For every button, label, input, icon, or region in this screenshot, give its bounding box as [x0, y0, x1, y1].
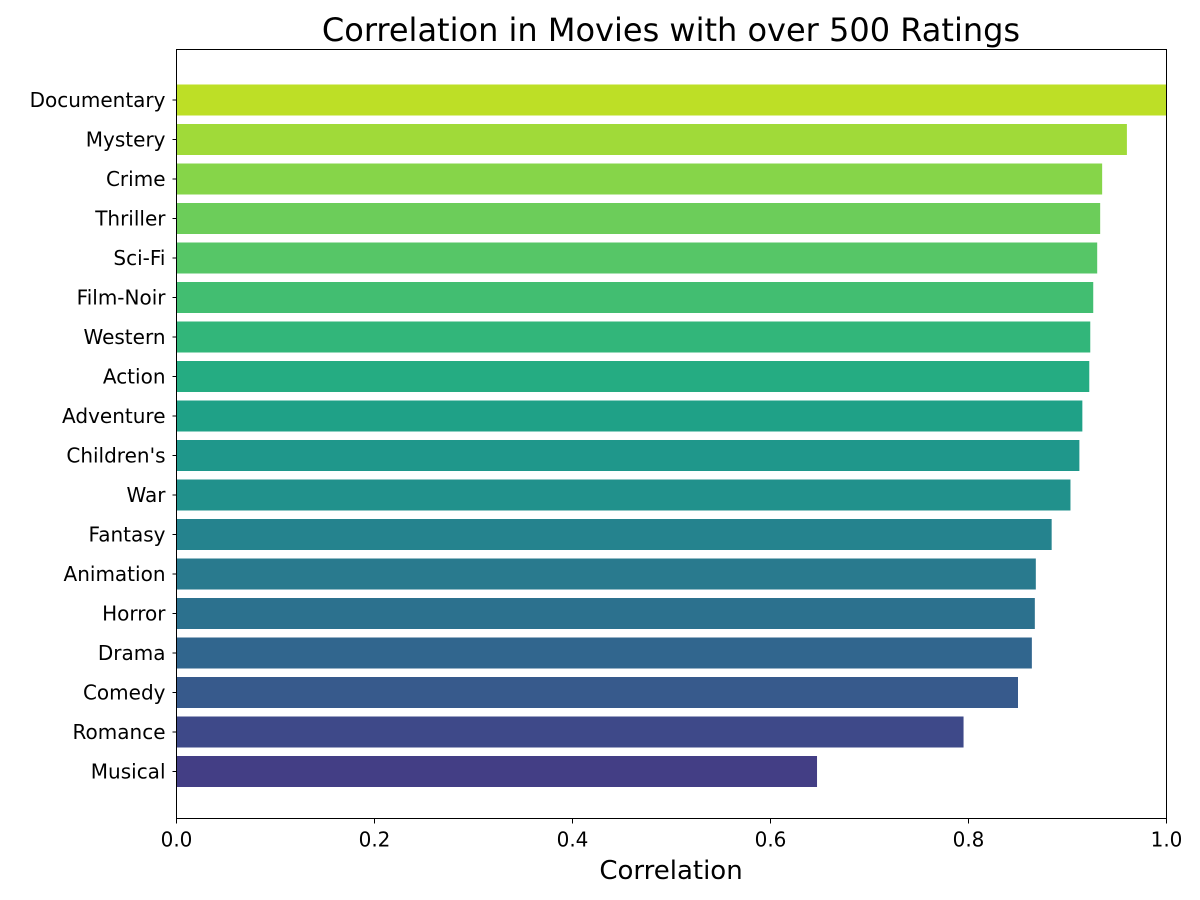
y-tick-layer: Documentary Mystery Crime Thriller Sci-Fi Fil… [30, 88, 177, 784]
bar-war [176, 479, 1071, 511]
x-tick-label: 1.0 [1151, 828, 1183, 852]
bar-comedy [176, 677, 1018, 708]
y-tick-label: Action [103, 365, 166, 389]
y-tick-label: Comedy [83, 681, 166, 705]
y-tick-label: Documentary [30, 88, 166, 112]
bar-horror [176, 598, 1035, 629]
y-tick-label: Film-Noir [77, 286, 167, 310]
bar-documentary [176, 84, 1167, 116]
y-tick-label: Animation [64, 562, 166, 586]
bar-musical [176, 756, 818, 787]
y-tick-label: Western [83, 325, 165, 349]
bar-drama [176, 637, 1032, 669]
bar-children-s [176, 440, 1080, 471]
plot-frame [176, 49, 1167, 819]
x-tick-label: 0.8 [953, 828, 985, 852]
y-tick-label: Fantasy [89, 523, 166, 547]
bar-fantasy [176, 519, 1052, 550]
y-tick-label: Musical [91, 760, 166, 784]
bar-sci-fi [176, 242, 1098, 274]
x-tick-label: 0.2 [359, 828, 391, 852]
chart-title: Correlation in Movies with over 500 Rati… [322, 11, 1020, 49]
x-axis-label: Correlation [599, 856, 742, 886]
y-tick-label: Crime [106, 167, 166, 191]
y-tick-label: Thriller [94, 207, 166, 231]
y-tick-label: Sci-Fi [113, 246, 165, 270]
bar-action [176, 361, 1090, 392]
y-tick-label: Adventure [62, 404, 165, 428]
x-tick-label: 0.6 [755, 828, 787, 852]
bar-mystery [176, 124, 1127, 155]
y-tick-label: Mystery [86, 128, 166, 152]
bar-western [176, 321, 1091, 353]
y-tick-label: Horror [102, 602, 166, 626]
bars-layer [176, 84, 1167, 787]
y-tick-label: War [127, 483, 167, 507]
y-tick-label: Romance [73, 720, 166, 744]
x-tick-layer: 0.0 0.2 0.4 0.6 0.8 1.0 [161, 818, 1183, 852]
x-tick-label: 0.4 [557, 828, 589, 852]
bar-crime [176, 163, 1103, 195]
bar-animation [176, 558, 1036, 590]
bar-thriller [176, 203, 1101, 234]
bar-romance [176, 716, 964, 748]
x-tick-label: 0.0 [161, 828, 193, 852]
bar-film-noir [176, 282, 1094, 313]
y-tick-label: Children's [66, 444, 165, 468]
y-tick-label: Drama [98, 641, 166, 665]
bar-adventure [176, 400, 1083, 432]
